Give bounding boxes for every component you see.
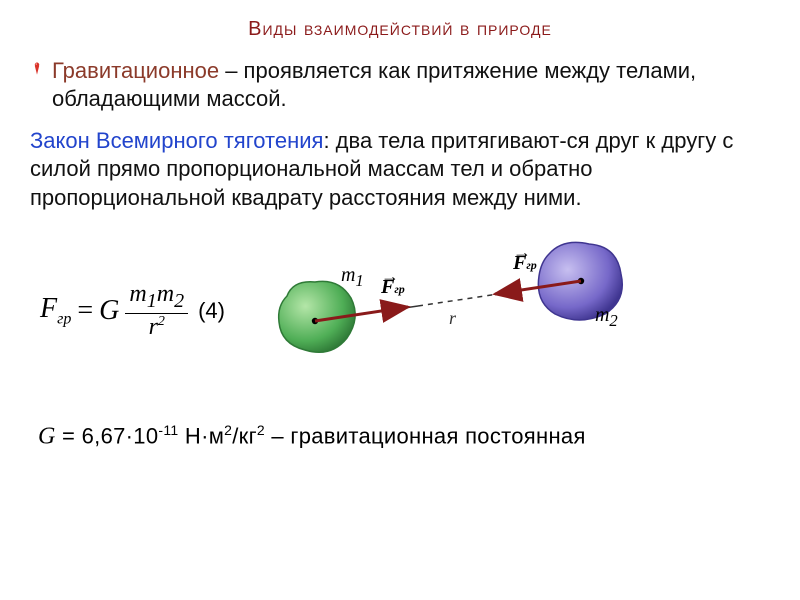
const-per: /кг: [232, 423, 257, 448]
const-exp: -11: [158, 422, 178, 438]
pin-icon: [30, 62, 44, 76]
law-section: Закон Всемирного тяготения: два тела при…: [30, 127, 770, 211]
bullet-gravitational: Гравитационное – проявляется как притяже…: [30, 57, 770, 113]
page-title: Виды взаимодействий в природе: [30, 18, 770, 41]
const-dash: –: [265, 423, 290, 448]
formula: Fгр = G m1m2 r2: [40, 281, 188, 341]
diagram-svg: [243, 226, 633, 396]
force1-label: →Fгр: [381, 276, 405, 299]
frac-m1s: 1: [147, 290, 157, 312]
law-term: Закон Всемирного тяготения: [30, 128, 323, 153]
frac-m1: m: [129, 281, 146, 307]
formula-tag: (4): [198, 298, 225, 324]
const-ten: 10: [133, 423, 158, 448]
formula-eq: =: [77, 295, 93, 327]
m1-label: m1: [341, 264, 364, 291]
const-G: G: [38, 423, 56, 449]
r-label: r: [449, 308, 456, 329]
const-eq: =: [56, 423, 82, 448]
formula-box: Fгр = G m1m2 r2 (4): [40, 281, 225, 341]
constant-row: G = 6,67·10-11 Н·м2/кг2 – гравитационная…: [38, 422, 770, 450]
bullet-text: Гравитационное – проявляется как притяже…: [52, 57, 770, 113]
formula-F-sub: гр: [57, 311, 71, 328]
gravity-diagram: m1 m2 →Fгр →Fгр r: [243, 226, 770, 396]
formula-fraction: m1m2 r2: [125, 281, 188, 341]
bullet-term: Гравитационное: [52, 58, 219, 83]
const-val: 6,67: [82, 423, 126, 448]
formula-F: F: [40, 293, 57, 324]
const-perexp: 2: [257, 422, 265, 438]
formula-G: G: [99, 295, 119, 327]
frac-r: r: [149, 314, 158, 340]
frac-r-exp: 2: [158, 314, 165, 329]
m2-label: m2: [595, 304, 618, 331]
frac-m2s: 2: [174, 290, 184, 312]
force2-label: →Fгр: [513, 252, 537, 275]
formula-diagram-row: Fгр = G m1m2 r2 (4): [30, 226, 770, 396]
const-units: Н·м: [178, 423, 224, 448]
const-desc: гравитационная постоянная: [290, 423, 585, 448]
law-text: Закон Всемирного тяготения: два тела при…: [30, 127, 770, 211]
frac-m2: m: [157, 281, 174, 307]
